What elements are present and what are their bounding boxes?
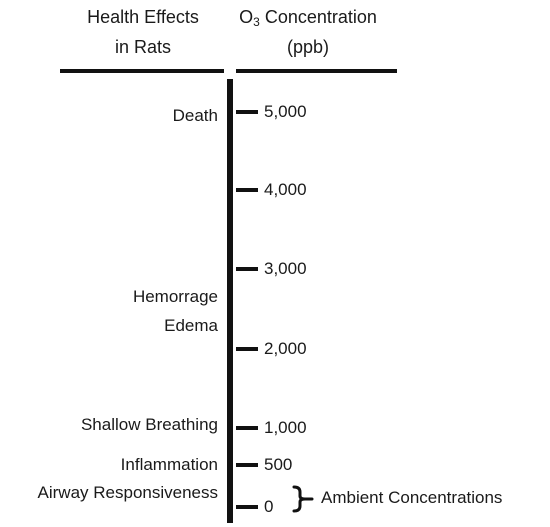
tick-label-5000: 5,000: [264, 102, 307, 121]
effect-hemorrage: Hemorrage: [132, 287, 218, 306]
health-effects-header: Health Effects in Rats: [58, 2, 228, 62]
effect-edema: Edema: [164, 316, 218, 335]
tick-2000: [236, 347, 258, 351]
tick-4000: [236, 188, 258, 192]
tick-label-2000: 2,000: [264, 339, 307, 358]
tick-500: [236, 463, 258, 467]
vertical-axis: [227, 79, 233, 523]
tick-label-0: 0: [264, 497, 274, 516]
tick-5000: [236, 110, 258, 114]
effect-airway-responsiveness: Airway Responsiveness: [37, 483, 218, 502]
effect-inflammation: Inflammation: [120, 455, 218, 474]
tick-label-3000: 3,000: [264, 259, 307, 278]
ozone-subscript: 3: [253, 15, 260, 29]
ozone-symbol: O: [239, 7, 254, 27]
concentration-header-line1: O3 Concentration: [218, 2, 398, 32]
ambient-brace-icon: [291, 484, 315, 514]
effect-shallow-breathing: Shallow Breathing: [80, 415, 218, 434]
tick-label-500: 500: [264, 455, 293, 474]
tick-3000: [236, 267, 258, 271]
ambient-concentrations-label: Ambient Concentrations: [321, 488, 503, 507]
effect-death: Death: [172, 106, 218, 125]
health-effects-header-line1: Health Effects: [87, 7, 199, 27]
right-header-rule: [236, 69, 397, 73]
tick-1000: [236, 426, 258, 430]
tick-label-1000: 1,000: [264, 418, 307, 437]
tick-0: [236, 505, 258, 509]
health-effects-header-line2: in Rats: [114, 37, 172, 57]
tick-label-4000: 4,000: [264, 180, 307, 199]
concentration-word: Concentration: [259, 7, 377, 27]
left-header-rule: [60, 69, 224, 73]
concentration-unit: (ppb): [286, 37, 330, 57]
concentration-header: O3 Concentration (ppb): [218, 2, 398, 62]
